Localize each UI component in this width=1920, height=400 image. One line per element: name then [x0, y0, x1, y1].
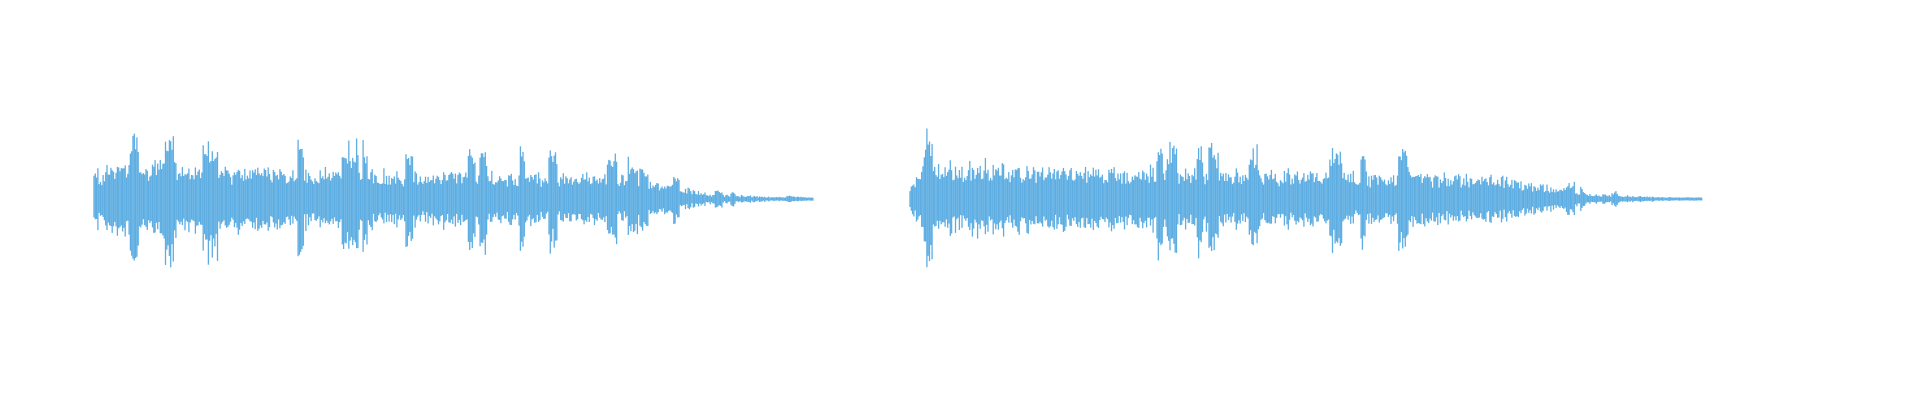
audio-waveform-left	[93, 133, 814, 268]
audio-waveform-right	[909, 128, 1703, 268]
